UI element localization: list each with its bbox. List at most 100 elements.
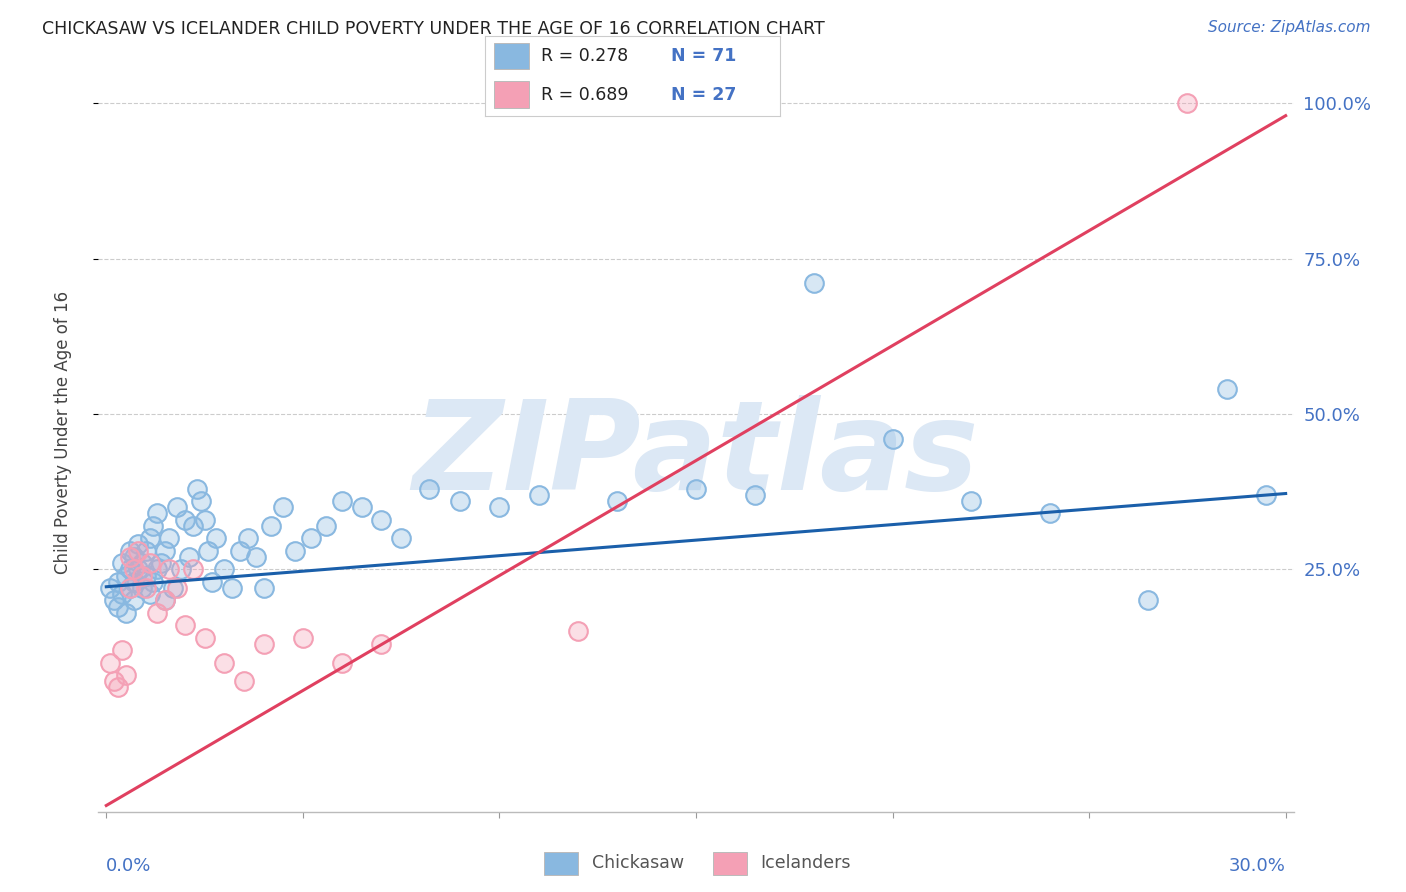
Point (350, 500, 373, 515)
Bar (494, 43, 529, 70)
Point (370, 513, 392, 527)
Point (118, 581, 141, 595)
Point (291, 631, 314, 645)
Point (142, 574, 165, 589)
Point (315, 519, 337, 533)
Point (527, 488, 550, 502)
Bar (544, 852, 578, 874)
Point (190, 494, 212, 508)
Point (252, 581, 274, 595)
Point (271, 500, 294, 515)
Point (197, 543, 219, 558)
Point (118, 562, 141, 576)
Point (155, 593, 177, 607)
Point (166, 500, 188, 515)
Point (122, 562, 145, 576)
Point (449, 494, 471, 508)
Point (193, 513, 215, 527)
Point (370, 637, 392, 651)
Text: CHICKASAW VS ICELANDER CHILD POVERTY UNDER THE AGE OF 16 CORRELATION CHART: CHICKASAW VS ICELANDER CHILD POVERTY UND… (42, 20, 825, 37)
Text: 30.0%: 30.0% (1229, 857, 1285, 875)
Point (606, 494, 628, 508)
Point (135, 581, 157, 595)
Point (205, 531, 228, 545)
Point (138, 587, 160, 601)
Point (174, 618, 197, 632)
Point (166, 581, 188, 595)
Point (186, 482, 208, 496)
Point (118, 549, 141, 564)
Point (131, 581, 153, 595)
Point (135, 543, 157, 558)
Point (567, 624, 589, 639)
Point (122, 574, 145, 589)
Point (330, 494, 353, 508)
Point (98, 656, 121, 670)
Point (418, 482, 440, 496)
Point (118, 581, 141, 595)
Point (146, 562, 169, 576)
Point (1177, 96, 1199, 111)
Point (488, 500, 510, 515)
Point (135, 568, 157, 582)
Point (155, 543, 177, 558)
Point (122, 549, 145, 564)
Point (803, 277, 825, 291)
Point (229, 543, 252, 558)
Point (882, 432, 904, 446)
Text: Icelanders: Icelanders (761, 854, 851, 871)
Point (118, 543, 141, 558)
Point (127, 562, 149, 576)
Point (236, 531, 259, 545)
Point (150, 556, 173, 570)
Point (685, 482, 707, 496)
Point (252, 637, 274, 651)
Text: Source: ZipAtlas.com: Source: ZipAtlas.com (1208, 20, 1371, 35)
Point (127, 537, 149, 551)
Point (146, 507, 169, 521)
Point (1254, 488, 1277, 502)
Point (960, 494, 983, 508)
Point (103, 593, 125, 607)
Point (127, 543, 149, 558)
Point (155, 593, 177, 607)
Point (221, 581, 243, 595)
Point (107, 681, 129, 695)
Point (115, 606, 138, 620)
Y-axis label: Child Poverty Under the Age of 16: Child Poverty Under the Age of 16 (53, 291, 72, 574)
Text: R = 0.278: R = 0.278 (541, 47, 628, 65)
Point (115, 668, 138, 682)
Point (107, 574, 129, 589)
Point (174, 513, 197, 527)
Point (157, 562, 180, 576)
Point (142, 519, 165, 533)
Text: N = 27: N = 27 (671, 86, 737, 103)
Bar (494, 81, 529, 108)
Point (1039, 507, 1062, 521)
Point (181, 562, 204, 576)
Point (131, 568, 153, 582)
Point (111, 643, 134, 657)
Point (232, 674, 254, 689)
Point (181, 519, 204, 533)
Bar (713, 852, 747, 874)
Point (1137, 593, 1160, 607)
Point (1215, 382, 1237, 396)
Text: Chickasaw: Chickasaw (592, 854, 683, 871)
Point (177, 549, 200, 564)
Point (122, 593, 145, 607)
Point (162, 581, 184, 595)
Point (157, 531, 180, 545)
Point (111, 556, 134, 570)
Point (193, 631, 215, 645)
Text: 0.0%: 0.0% (107, 857, 152, 875)
Point (201, 574, 224, 589)
Point (212, 562, 235, 576)
Point (744, 488, 766, 502)
Text: N = 71: N = 71 (671, 47, 737, 65)
Point (299, 531, 322, 545)
Point (212, 656, 235, 670)
Point (284, 543, 307, 558)
Point (131, 556, 153, 570)
Point (138, 531, 160, 545)
